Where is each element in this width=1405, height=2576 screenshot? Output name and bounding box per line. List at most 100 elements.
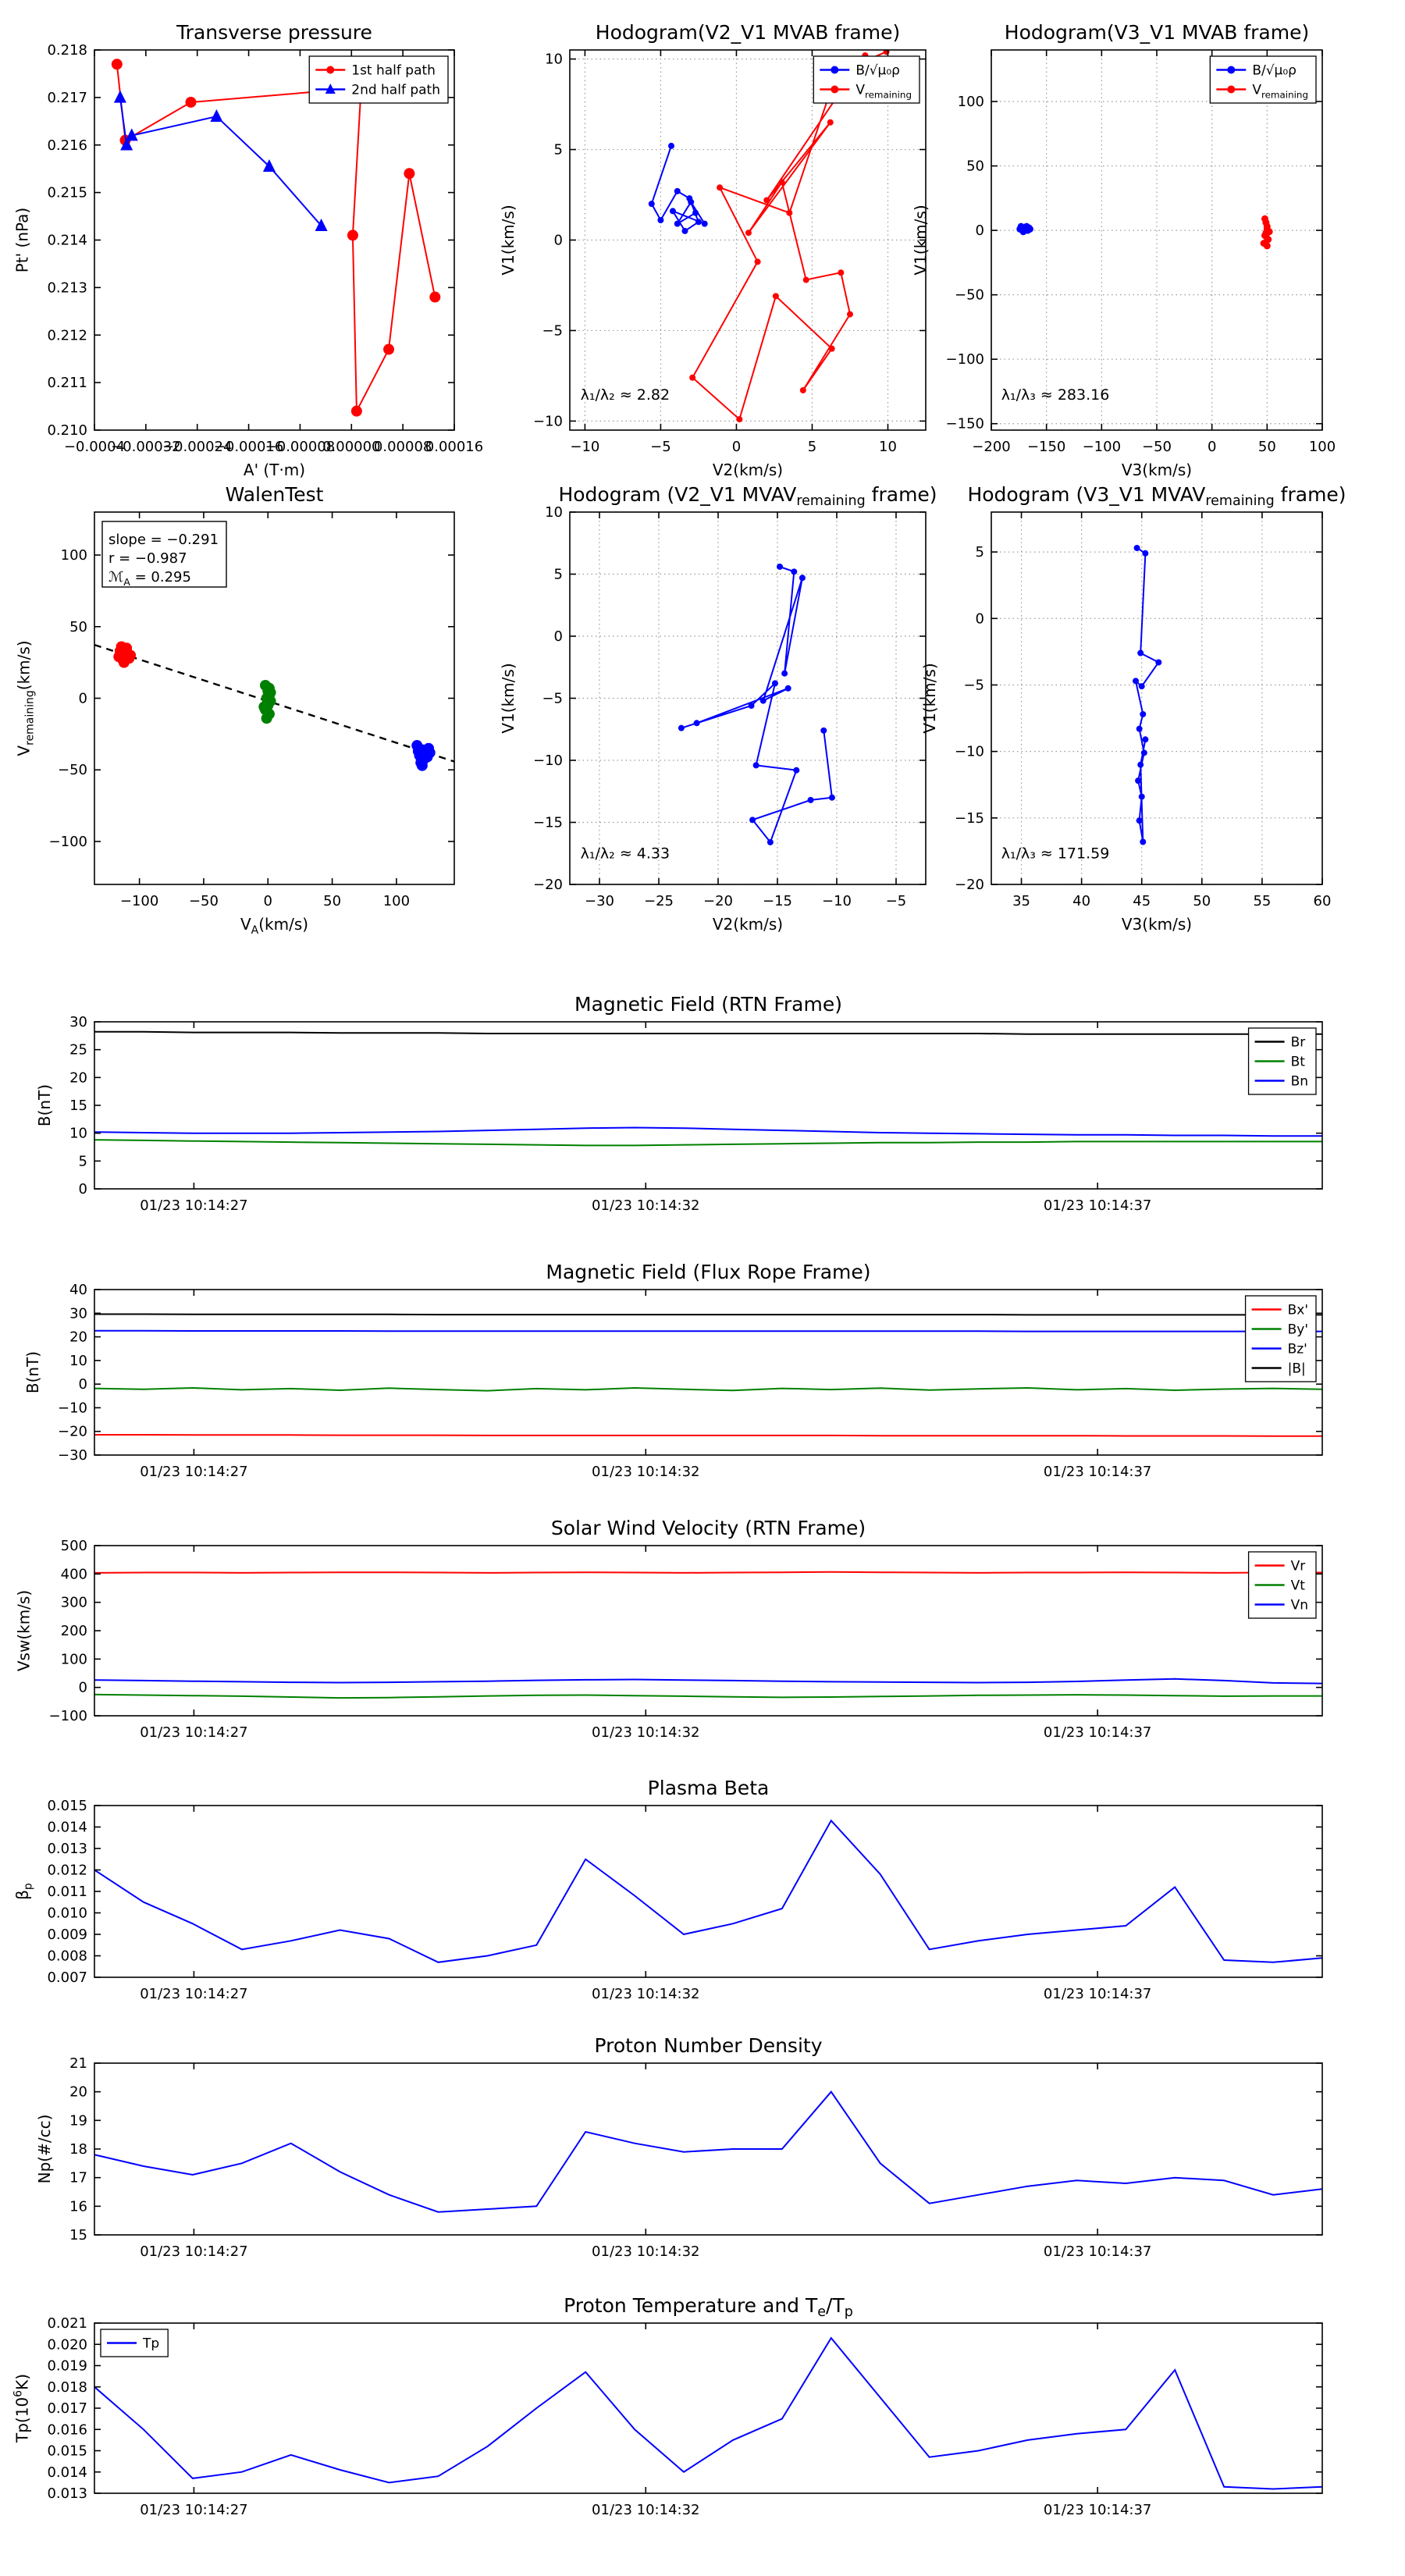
svg-text:V2(km/s): V2(km/s)	[713, 915, 783, 934]
svg-text:Np(#/cc): Np(#/cc)	[35, 2115, 54, 2184]
svg-text:50: 50	[1193, 893, 1211, 909]
svg-text:Hodogram (V3_V1 MVAVremaining: Hodogram (V3_V1 MVAVremaining frame)	[967, 483, 1346, 509]
svg-text:10: 10	[545, 504, 563, 521]
svg-text:0.210: 0.210	[47, 422, 87, 439]
svg-text:50: 50	[323, 893, 341, 909]
svg-text:λ₁/λ₂ ≈ 2.82: λ₁/λ₂ ≈ 2.82	[581, 386, 670, 404]
svg-text:0.019: 0.019	[47, 2358, 87, 2375]
svg-text:Vremaining(km/s): Vremaining(km/s)	[15, 640, 37, 756]
svg-text:−20: −20	[955, 877, 984, 893]
svg-text:01/23 10:14:37: 01/23 10:14:37	[1044, 2243, 1151, 2260]
svg-text:−5: −5	[886, 893, 907, 909]
svg-text:−50: −50	[189, 893, 219, 909]
svg-text:Proton Number Density: Proton Number Density	[595, 2034, 823, 2057]
svg-text:Tp: Tp	[142, 2336, 159, 2352]
svg-text:0.212: 0.212	[47, 327, 87, 343]
svg-text:−30: −30	[585, 893, 614, 909]
svg-text:ℳA = 0.295: ℳA = 0.295	[108, 569, 191, 588]
svg-text:−5: −5	[542, 322, 563, 339]
svg-text:01/23 10:14:27: 01/23 10:14:27	[140, 1197, 247, 1214]
svg-text:0.215: 0.215	[47, 185, 87, 201]
svg-text:10: 10	[545, 52, 563, 68]
svg-text:100: 100	[383, 893, 410, 909]
svg-text:60: 60	[1314, 893, 1332, 909]
svg-text:−10: −10	[533, 413, 563, 429]
svg-text:40: 40	[69, 1282, 87, 1298]
svg-text:0.00016: 0.00016	[425, 439, 483, 455]
svg-text:Transverse pressure: Transverse pressure	[176, 21, 372, 44]
svg-text:01/23 10:14:37: 01/23 10:14:37	[1044, 2502, 1151, 2518]
svg-text:100: 100	[61, 547, 87, 564]
svg-text:0: 0	[554, 628, 563, 645]
svg-text:0.015: 0.015	[47, 1798, 87, 1814]
svg-text:βp: βp	[12, 1883, 34, 1900]
svg-text:5: 5	[554, 567, 563, 583]
svg-text:By': By'	[1288, 1322, 1308, 1338]
svg-text:V3(km/s): V3(km/s)	[1122, 461, 1192, 479]
svg-text:0: 0	[976, 610, 984, 627]
svg-text:100: 100	[1309, 439, 1336, 455]
svg-text:λ₁/λ₂ ≈ 4.33: λ₁/λ₂ ≈ 4.33	[581, 845, 670, 863]
svg-text:0.013: 0.013	[47, 2485, 87, 2502]
svg-text:Plasma Beta: Plasma Beta	[648, 1777, 770, 1799]
svg-text:−150: −150	[1027, 439, 1065, 455]
svg-text:Vr: Vr	[1291, 1559, 1306, 1574]
svg-text:0: 0	[79, 1181, 87, 1197]
svg-text:−10: −10	[955, 744, 984, 760]
svg-text:30: 30	[69, 1014, 87, 1030]
svg-text:slope = −0.291: slope = −0.291	[108, 532, 219, 548]
svg-text:0.015: 0.015	[47, 2443, 87, 2460]
svg-text:300: 300	[61, 1595, 87, 1611]
svg-text:01/23 10:14:37: 01/23 10:14:37	[1044, 1464, 1151, 1480]
svg-text:55: 55	[1253, 893, 1271, 909]
svg-text:−15: −15	[533, 815, 563, 831]
svg-text:01/23 10:14:27: 01/23 10:14:27	[140, 2243, 247, 2260]
svg-text:400: 400	[61, 1566, 87, 1582]
svg-text:01/23 10:14:27: 01/23 10:14:27	[140, 1724, 247, 1741]
svg-text:0.217: 0.217	[47, 90, 87, 106]
svg-text:0.013: 0.013	[47, 1841, 87, 1857]
svg-text:Vn: Vn	[1291, 1598, 1308, 1614]
svg-text:0: 0	[79, 1680, 87, 1696]
svg-text:λ₁/λ₃ ≈ 171.59: λ₁/λ₃ ≈ 171.59	[1001, 845, 1110, 863]
svg-text:−20: −20	[533, 877, 563, 893]
svg-text:−5: −5	[542, 691, 563, 707]
svg-text:0.213: 0.213	[47, 279, 87, 296]
svg-text:17: 17	[69, 2170, 87, 2186]
svg-text:0.214: 0.214	[47, 233, 87, 249]
chart-hodogram-v2v1-mvab: −10 −5 0 5 10 −10 −5 0 5 10 Hodogram(V2_V1 MVAB fr…	[499, 21, 927, 479]
svg-text:Hodogram(V2_V1 MVAB frame): Hodogram(V2_V1 MVAB frame)	[596, 21, 900, 44]
svg-text:Bz': Bz'	[1288, 1342, 1307, 1357]
chart-hodogram-v2v1-mvav: −30 −25 −20 −15 −10 −5 −20 −15 −10 −5 0 5 10 Hodogram…	[499, 483, 937, 934]
svg-text:01/23 10:14:32: 01/23 10:14:32	[592, 2243, 699, 2260]
chart-magnetic-field-rtn: 01/23 10:14:27 01/23 10:14:32 01/23 10:14:…	[35, 993, 1323, 1214]
svg-text:Solar Wind Velocity (RTN Frame: Solar Wind Velocity (RTN Frame)	[551, 1517, 866, 1539]
svg-text:−150: −150	[946, 416, 984, 432]
svg-text:0.014: 0.014	[47, 2464, 87, 2481]
svg-text:30: 30	[69, 1305, 87, 1322]
svg-text:−0.0004: −0.0004	[64, 439, 125, 455]
svg-text:50: 50	[1258, 439, 1276, 455]
svg-text:−200: −200	[972, 439, 1010, 455]
svg-text:10: 10	[69, 1126, 87, 1142]
svg-text:−100: −100	[120, 893, 158, 909]
svg-text:0.017: 0.017	[47, 2400, 87, 2417]
svg-text:20: 20	[69, 1329, 87, 1346]
svg-text:−50: −50	[58, 762, 87, 778]
svg-text:−100: −100	[49, 834, 87, 850]
svg-text:0.016: 0.016	[47, 2421, 87, 2438]
svg-text:0.00008: 0.00008	[374, 439, 432, 455]
svg-text:−15: −15	[955, 810, 984, 827]
svg-text:Bx': Bx'	[1288, 1303, 1308, 1318]
svg-text:|B|: |B|	[1288, 1361, 1306, 1377]
svg-text:Bn: Bn	[1291, 1074, 1308, 1090]
svg-text:5: 5	[79, 1153, 87, 1169]
svg-text:B/√μ₀ρ: B/√μ₀ρ	[1252, 63, 1297, 79]
svg-text:−50: −50	[1142, 439, 1172, 455]
svg-text:λ₁/λ₃ ≈ 283.16: λ₁/λ₃ ≈ 283.16	[1001, 386, 1110, 404]
svg-text:0: 0	[732, 439, 741, 455]
svg-text:V3(km/s): V3(km/s)	[1122, 915, 1192, 934]
svg-text:01/23 10:14:37: 01/23 10:14:37	[1044, 1724, 1151, 1741]
svg-text:45: 45	[1133, 893, 1151, 909]
